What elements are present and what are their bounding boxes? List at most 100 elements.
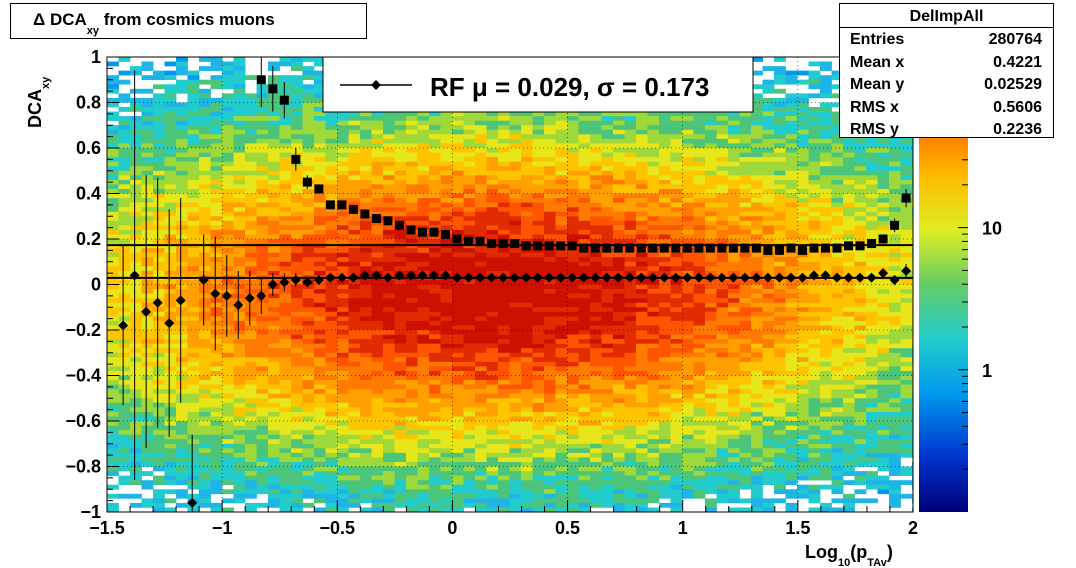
square-point: [625, 243, 635, 253]
square-point: [832, 243, 842, 253]
diamond-point: [889, 274, 900, 285]
stats-box: DelImpAll Entries 280764 Mean x 0.4221 Mean …: [839, 3, 1054, 138]
diamond-point: [382, 272, 393, 283]
square-point: [556, 241, 566, 251]
diamond-point: [670, 272, 681, 283]
diamond-point: [601, 272, 612, 283]
diamond-point: [693, 272, 704, 283]
axes: −1.5 −1 −0.5 0 0.5 1 1.5 2−1−0.8−0.6−0.4−0.200.…: [65, 47, 918, 538]
diamond-point: [751, 272, 762, 283]
square-point: [394, 220, 404, 230]
diamond-point: [256, 290, 267, 301]
legend-diamond-marker: [371, 80, 381, 90]
diamond-point: [636, 272, 647, 283]
diamond-point: [774, 272, 785, 283]
x-tick-label: −1: [212, 518, 233, 538]
histogram-title: Δ DCAxy from cosmics muons: [33, 10, 275, 37]
square-point: [890, 220, 900, 230]
square-point: [878, 234, 888, 244]
legend-box: RF μ = 0.029, σ = 0.173: [322, 56, 754, 113]
stats-value: 0.02529: [984, 76, 1042, 93]
diamond-point: [739, 272, 750, 283]
legend-text: RF μ = 0.029, σ = 0.173: [430, 72, 709, 102]
diamond-point: [578, 272, 589, 283]
diamond-point: [394, 270, 405, 281]
color-scale-ticks: 1 10: [958, 159, 1002, 470]
square-point: [717, 243, 727, 253]
square-point: [602, 243, 612, 253]
y-tick-label: 0.2: [76, 229, 101, 249]
y-tick-label: 0: [91, 275, 101, 295]
diamond-point: [475, 272, 486, 283]
y-tick-label: −0.4: [65, 366, 101, 386]
y-axis-label: DCAxy: [25, 76, 52, 128]
x-axis-title: Log10(pTAv): [805, 542, 893, 568]
square-point: [855, 241, 865, 251]
stats-value: 0.2236: [993, 121, 1042, 138]
diamond-point: [820, 270, 831, 281]
diamond-point: [279, 277, 290, 288]
diamond-point: [371, 270, 382, 281]
diamond-point: [198, 274, 209, 285]
square-point: [844, 241, 854, 251]
diamond-point: [808, 270, 819, 281]
square-point: [751, 243, 761, 253]
stats-key: RMS x: [850, 98, 899, 116]
stats-row: Mean x 0.4221: [840, 51, 1053, 74]
square-point: [671, 243, 681, 253]
y-tick-label: 1: [91, 47, 101, 67]
diamond-point: [359, 270, 370, 281]
square-point: [797, 245, 807, 255]
diamond-point: [210, 288, 221, 299]
stats-key: RMS y: [850, 121, 899, 138]
diamond-point: [187, 497, 198, 508]
square-point: [763, 245, 773, 255]
square-point: [705, 243, 715, 253]
diamond-point: [624, 272, 635, 283]
x-tick-label: 1: [678, 518, 688, 538]
x-tick-label: 1.5: [785, 518, 810, 538]
color-scale-tick-label: 10: [982, 219, 1002, 239]
square-point: [325, 200, 335, 210]
square-point: [659, 243, 669, 253]
stats-row: RMS y 0.2236: [840, 118, 1053, 141]
square-point: [268, 84, 278, 94]
y-tick-label: 0.6: [76, 138, 101, 158]
square-point: [544, 241, 554, 251]
square-point: [809, 243, 819, 253]
square-point: [613, 243, 623, 253]
square-point: [256, 75, 266, 85]
x-tick-label: 2: [908, 518, 918, 538]
square-point: [648, 243, 658, 253]
square-point: [728, 243, 738, 253]
stats-value: 0.5606: [993, 98, 1042, 116]
square-point: [901, 193, 911, 203]
y-tick-label: 0.8: [76, 93, 101, 113]
diamond-point: [417, 270, 428, 281]
diamond-point: [313, 274, 324, 285]
square-point: [302, 177, 312, 187]
square-point: [371, 214, 381, 224]
y-tick-label: −0.6: [65, 411, 101, 431]
diamond-point: [267, 279, 278, 290]
diamond-point: [659, 272, 670, 283]
square-point: [417, 227, 427, 237]
x-tick-label: 0: [447, 518, 457, 538]
square-point: [521, 241, 531, 251]
y-tick-label: 0.4: [76, 184, 101, 204]
square-point: [636, 243, 646, 253]
diamond-point: [233, 299, 244, 310]
diamond-point: [440, 270, 451, 281]
square-point: [682, 243, 692, 253]
diamond-point: [843, 272, 854, 283]
x-tick-label: 0.5: [555, 518, 580, 538]
x-axis-label: Log10(pTAv): [805, 542, 893, 568]
diamond-point: [348, 272, 359, 283]
diamond-point: [647, 272, 658, 283]
diamond-point: [567, 272, 578, 283]
diamond-point: [405, 270, 416, 281]
diamond-point: [855, 272, 866, 283]
diamond-point: [613, 272, 624, 283]
diamond-point: [509, 272, 520, 283]
